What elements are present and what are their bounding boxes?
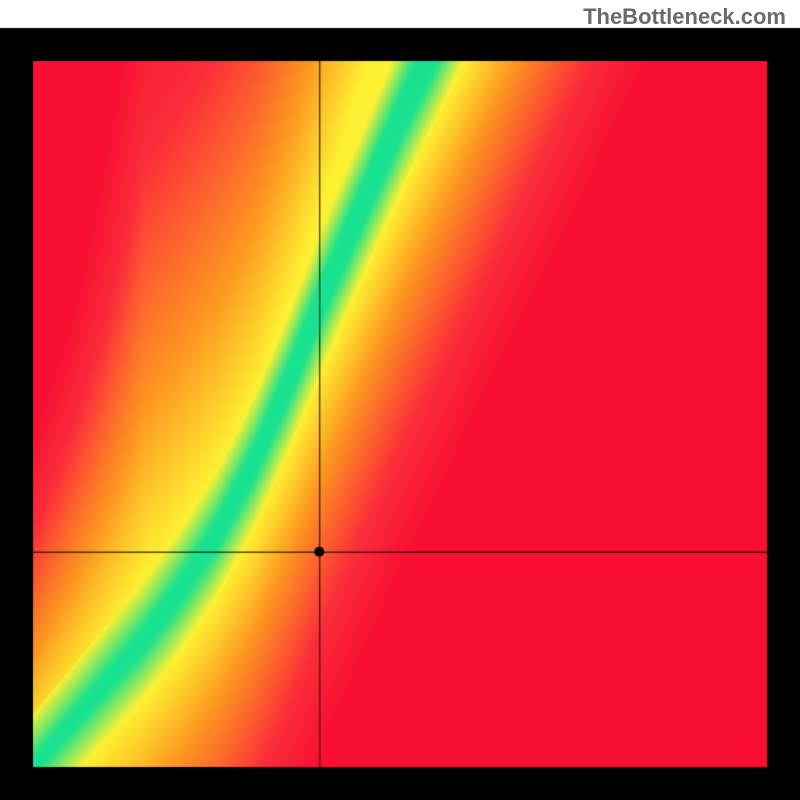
bottleneck-heatmap-canvas [0,0,800,800]
watermark-text: TheBottleneck.com [583,4,786,30]
